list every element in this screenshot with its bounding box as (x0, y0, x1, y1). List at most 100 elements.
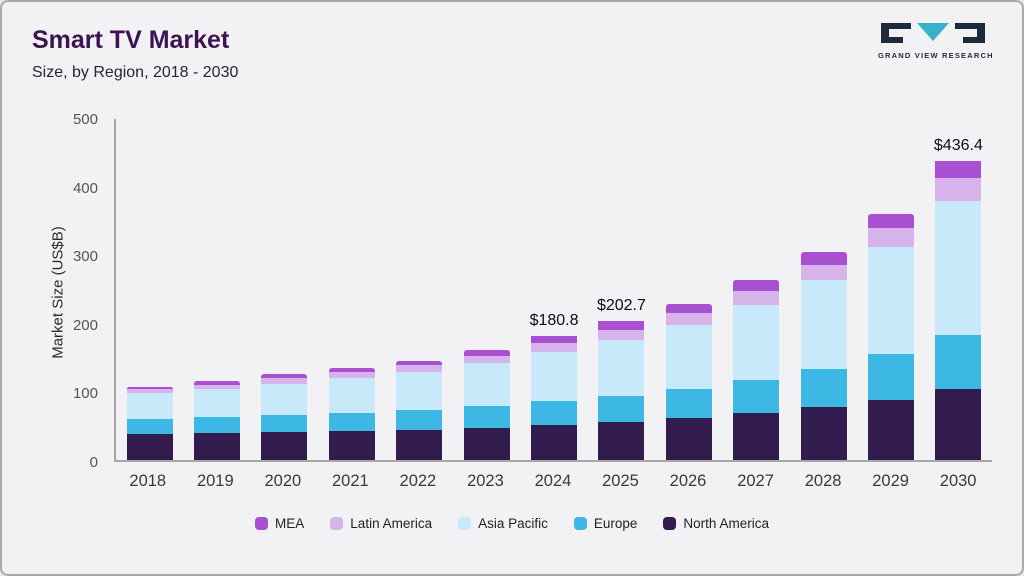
bar-segment-europe[interactable] (531, 401, 578, 426)
bar-column-2025: $202.7 (588, 119, 655, 460)
bar-segment-latin-america[interactable] (800, 264, 847, 280)
bar-segment-asia-pacific[interactable] (733, 304, 780, 381)
bar-segment-latin-america[interactable] (328, 372, 375, 379)
bar-segment-asia-pacific[interactable] (800, 279, 847, 370)
bar-segment-latin-america[interactable] (126, 389, 173, 394)
bar-segment-europe[interactable] (396, 409, 443, 430)
bar-segment-mea[interactable] (935, 160, 982, 179)
bar-segment-mea[interactable] (531, 336, 578, 344)
bar-segment-north-america[interactable] (328, 431, 375, 460)
bar-segment-europe[interactable] (126, 418, 173, 434)
bar-segment-mea[interactable] (598, 320, 645, 330)
total-label-2024: $180.8 (529, 312, 579, 329)
bar-segment-asia-pacific[interactable] (867, 246, 914, 355)
bar-segment-europe[interactable] (463, 405, 510, 428)
bar-segment-asia-pacific[interactable] (935, 201, 982, 336)
bar-segment-europe[interactable] (665, 388, 712, 419)
bar-segment-north-america[interactable] (261, 431, 308, 460)
plot-area: $180.8 $202.7 $436.4 (114, 119, 992, 462)
bar-segment-latin-america[interactable] (531, 343, 578, 353)
bar-segment-mea[interactable] (800, 252, 847, 265)
bar-segment-latin-america[interactable] (665, 313, 712, 325)
chart-subtitle: Size, by Region, 2018 - 2030 (32, 64, 239, 81)
x-tick-2023: 2023 (467, 472, 504, 490)
bar-2021[interactable] (328, 368, 375, 460)
bar-segment-mea[interactable] (194, 381, 241, 385)
bar-column-2018 (116, 119, 183, 460)
bar-segment-asia-pacific[interactable] (328, 378, 375, 413)
bar-column-2030: $436.4 (925, 119, 992, 460)
bar-segment-north-america[interactable] (800, 407, 847, 460)
bar-2029[interactable] (867, 213, 914, 460)
bar-2019[interactable] (194, 381, 241, 460)
y-tick-100: 100 (72, 385, 98, 403)
bar-segment-europe[interactable] (328, 412, 375, 432)
bar-column-2023 (453, 119, 520, 460)
bar-segment-north-america[interactable] (194, 433, 241, 460)
bar-2025[interactable]: $202.7 (597, 297, 646, 460)
legend-item-europe: Europe (573, 516, 637, 531)
bar-segment-latin-america[interactable] (935, 178, 982, 202)
bar-segment-europe[interactable] (598, 395, 645, 423)
bar-segment-mea[interactable] (396, 360, 443, 366)
bar-segment-north-america[interactable] (867, 399, 914, 460)
bar-column-2028 (790, 119, 857, 460)
bar-segment-asia-pacific[interactable] (531, 352, 578, 402)
bar-segment-europe[interactable] (194, 417, 241, 434)
bar-segment-north-america[interactable] (126, 433, 173, 460)
bar-2028[interactable] (800, 252, 847, 460)
bar-2023[interactable] (463, 350, 510, 460)
bar-segment-latin-america[interactable] (867, 228, 914, 247)
bar-2027[interactable] (733, 280, 780, 460)
bar-segment-mea[interactable] (328, 368, 375, 373)
bar-segment-asia-pacific[interactable] (598, 339, 645, 396)
bar-segment-mea[interactable] (665, 303, 712, 314)
bar-segment-mea[interactable] (733, 280, 780, 292)
bar-column-2026 (655, 119, 722, 460)
x-tick-2030: 2030 (939, 472, 977, 490)
bar-segment-asia-pacific[interactable] (665, 324, 712, 389)
bar-segment-europe[interactable] (800, 369, 847, 408)
bar-2030[interactable]: $436.4 (934, 137, 983, 460)
bar-segment-north-america[interactable] (531, 425, 578, 460)
bar-segment-asia-pacific[interactable] (396, 372, 443, 410)
bar-2020[interactable] (261, 374, 308, 460)
bar-segment-europe[interactable] (733, 380, 780, 414)
y-tick-500: 500 (72, 111, 98, 128)
legend-swatch-north-america (663, 517, 677, 530)
bar-segment-latin-america[interactable] (261, 378, 308, 384)
bar-segment-europe[interactable] (261, 414, 308, 432)
bar-segment-north-america[interactable] (598, 422, 645, 460)
bar-segment-mea[interactable] (867, 213, 914, 229)
bar-segment-north-america[interactable] (463, 427, 510, 460)
x-axis-tick-labels: 2018 2019 2020 2021 2022 2023 2024 2025 2026 2027… (114, 472, 992, 491)
bar-segment-asia-pacific[interactable] (194, 389, 241, 418)
bar-segment-latin-america[interactable] (194, 384, 241, 390)
legend-swatch-latin-america (330, 517, 344, 530)
legend-item-asia-pacific: Asia Pacific (458, 516, 548, 531)
bar-segment-latin-america[interactable] (463, 355, 510, 364)
bar-segment-latin-america[interactable] (396, 365, 443, 373)
bar-segment-north-america[interactable] (665, 418, 712, 460)
bar-segment-asia-pacific[interactable] (463, 363, 510, 406)
bar-segment-latin-america[interactable] (598, 329, 645, 340)
bar-2022[interactable] (396, 360, 443, 460)
bar-segment-mea[interactable] (126, 386, 173, 390)
x-tick-2021: 2021 (332, 472, 369, 490)
bar-2018[interactable] (126, 386, 173, 460)
bar-column-2020 (251, 119, 318, 460)
bar-segment-north-america[interactable] (733, 413, 780, 460)
bar-2024[interactable]: $180.8 (530, 312, 579, 460)
bar-column-2024: $180.8 (520, 119, 587, 460)
x-tick-2020: 2020 (264, 472, 302, 490)
bar-segment-europe[interactable] (935, 335, 982, 390)
bar-segment-latin-america[interactable] (733, 291, 780, 305)
bar-segment-mea[interactable] (463, 350, 510, 356)
bar-segment-asia-pacific[interactable] (261, 383, 308, 415)
bar-segment-north-america[interactable] (396, 429, 443, 460)
bar-segment-mea[interactable] (261, 374, 308, 379)
bar-segment-north-america[interactable] (935, 389, 982, 460)
bar-2026[interactable] (665, 303, 712, 460)
bar-segment-asia-pacific[interactable] (126, 393, 173, 419)
bar-segment-europe[interactable] (867, 354, 914, 400)
